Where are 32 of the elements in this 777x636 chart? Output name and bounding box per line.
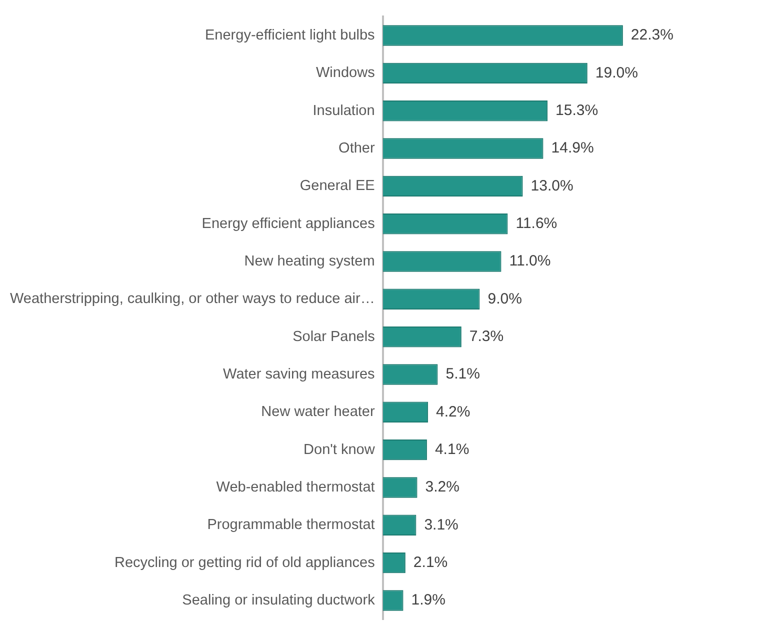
y-tick-label: General EE [300,178,376,194]
y-tick-label: Other [338,140,375,157]
y-tick-label: Water saving measures [223,366,375,382]
y-tick-label: Solar Panels [292,328,375,345]
data-label: 5.1% [446,366,480,383]
data-label: 3.2% [425,478,460,496]
data-label: 4.2% [436,403,470,420]
data-label: 3.1% [424,516,458,534]
data-label: 13.0% [530,177,574,194]
y-tick-label: New water heater [261,404,375,420]
y-tick-label: Programmable thermostat [207,517,375,534]
data-label: 15.3% [556,102,598,119]
data-label: 11.6% [516,214,558,232]
data-label: 4.1% [434,440,470,458]
y-tick-label: Recycling or getting rid of old appliances [114,554,375,571]
data-label: 22.3% [630,26,674,44]
data-label: 1.9% [411,592,446,609]
y-tick-label: New heating system [244,254,375,270]
data-label: 14.9% [551,140,594,157]
y-tick-label: Windows [316,65,375,82]
y-tick-label: Sealing or insulating ductwork [182,592,376,608]
y-tick-label: Web-enabled thermostat [216,479,375,496]
y-tick-label: Insulation [312,102,375,119]
data-label: 19.0% [595,64,638,82]
y-tick-label: Energy efficient appliances [202,216,375,232]
y-tick-label: Weatherstripping, caulking, or other ways to reduce air… [10,291,375,308]
data-label: 9.0% [488,290,522,308]
data-label: 7.3% [469,328,504,345]
data-label: 2.1% [413,554,448,571]
data-label: 11.0% [509,252,551,270]
y-tick-label: Energy-efficient light bulbs [205,28,375,44]
y-tick-label: Don't know [304,442,376,458]
